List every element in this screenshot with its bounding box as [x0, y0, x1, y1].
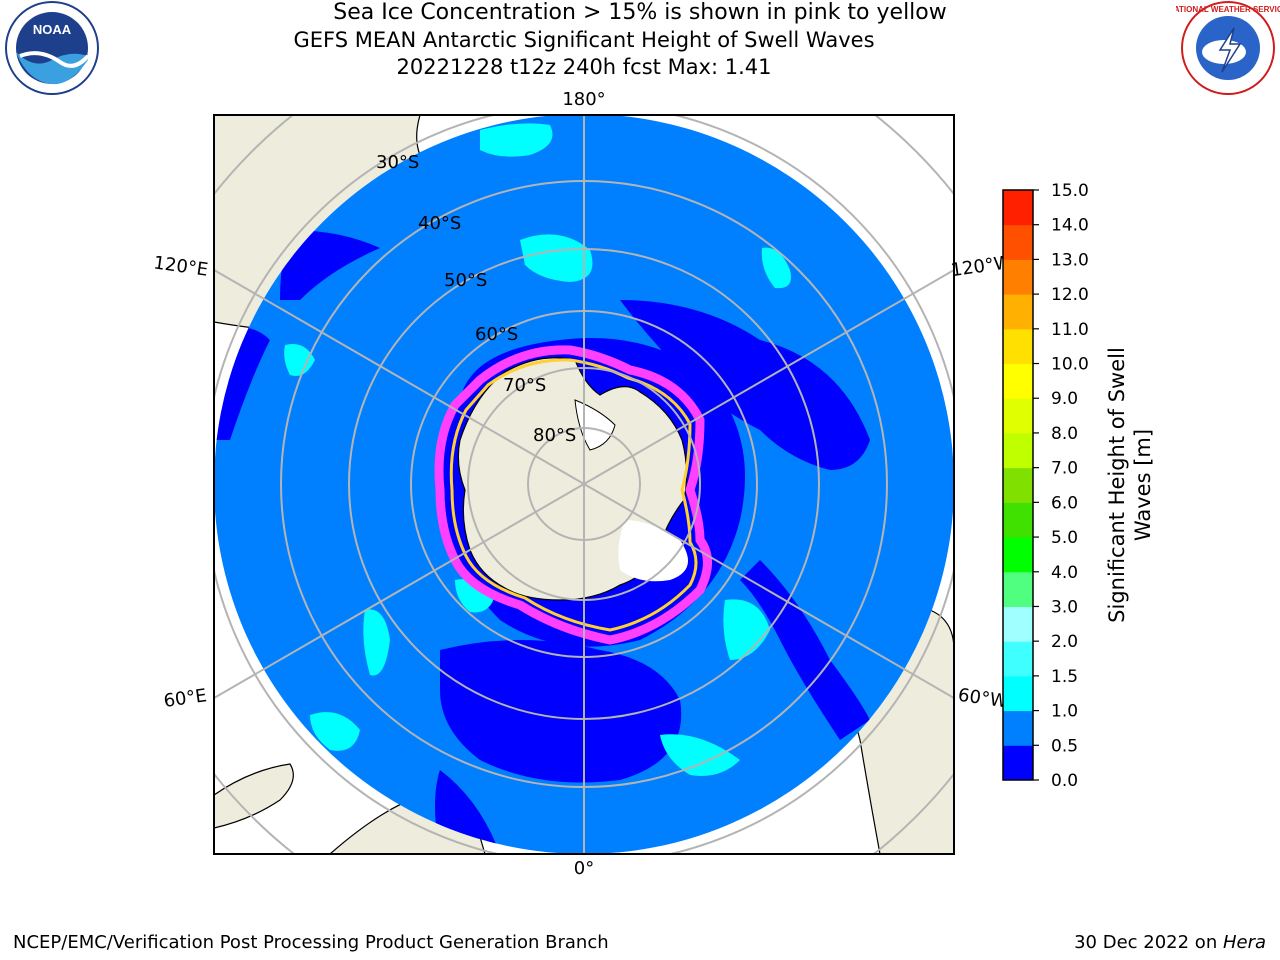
colorbar-segment	[1003, 363, 1033, 399]
label-0: 0°	[574, 858, 594, 879]
colorbar-segment	[1003, 502, 1033, 538]
swell-low-region-australia	[280, 230, 380, 300]
nws-logo-text: NATIONAL WEATHER SERVICE	[1176, 5, 1280, 14]
sea-ice-margin-outer	[434, 345, 712, 645]
swell-high-patch-8	[660, 734, 740, 776]
label-60s: 60°S	[475, 324, 518, 345]
colorbar-segment	[1003, 398, 1033, 434]
colorbar: 0.0 0.5 1.0 1.5 2.0 3.0 4.0 5.0 6.0 7.0 8.0 9.0 10.0…	[1002, 181, 1089, 791]
label-70s: 70°S	[503, 375, 546, 396]
label-60w: 60°W	[957, 685, 1009, 713]
swell-high-patch-7	[310, 712, 360, 751]
label-120e: 120°E	[152, 252, 209, 280]
swell-high-patch-4	[284, 344, 315, 376]
graticule	[214, 115, 954, 854]
swell-high-patch-9	[363, 609, 390, 676]
colorbar-tick-label: 15.0	[1051, 181, 1089, 201]
colorbar-tick-label: 6.0	[1051, 493, 1078, 513]
colorbar-tick-label: 14.0	[1051, 216, 1089, 236]
colorbar-tick-label: 8.0	[1051, 424, 1078, 444]
colorbar-tick-label: 2.0	[1051, 632, 1078, 652]
label-50s: 50°S	[444, 270, 487, 291]
footer-host: Hera	[1222, 932, 1266, 953]
swell-high-patch-2	[520, 234, 593, 282]
label-40s: 40°S	[418, 213, 461, 234]
colorbar-segment	[1003, 710, 1033, 746]
colorbar-segment	[1003, 571, 1033, 607]
map-frame	[213, 114, 955, 855]
colorbar-tick-label: 13.0	[1051, 250, 1089, 270]
colorbar-segment	[1003, 432, 1033, 469]
map-subtitle: 20221228 t12z 240h fcst Max: 1.41	[396, 55, 772, 79]
label-60e: 60°E	[162, 685, 208, 712]
colorbar-segment	[1003, 606, 1033, 642]
colorbar-tick-label: 7.0	[1051, 459, 1078, 479]
swell-low-region-south	[440, 640, 682, 783]
label-30s: 30°S	[376, 152, 419, 173]
colorbar-label-line2: Waves [m]	[1131, 429, 1155, 541]
sea-ice-margin-inner	[449, 358, 698, 632]
colorbar-segment	[1003, 294, 1033, 330]
colorbar-tick-label: 11.0	[1051, 320, 1089, 340]
colorbar-segment	[1003, 537, 1033, 573]
swell-high-patch-3	[761, 247, 791, 289]
colorbar-tick-label: 0.5	[1051, 736, 1078, 756]
label-80s: 80°S	[533, 425, 576, 446]
colorbar-tick-label: 4.0	[1051, 563, 1078, 583]
label-180: 180°	[562, 89, 605, 110]
swell-high-patch-6	[723, 599, 770, 660]
colorbar-segment	[1003, 641, 1033, 677]
colorbar-tick-label: 12.0	[1051, 285, 1089, 305]
swell-high-patch-1	[480, 123, 553, 157]
colorbar-tick-label: 3.0	[1051, 597, 1078, 617]
colorbar-segment	[1003, 675, 1033, 712]
colorbar-tick-label: 1.0	[1051, 702, 1078, 722]
noaa-logo: NOAA	[5, 1, 99, 95]
noaa-logo-text: NOAA	[33, 22, 72, 37]
swell-low-region-southamerica	[740, 560, 870, 740]
colorbar-tick-label: 1.5	[1051, 667, 1078, 687]
colorbar-label-line1: Significant Height of Swell	[1105, 347, 1129, 623]
colorbar-segment	[1003, 328, 1033, 365]
colorbar-tick-label: 5.0	[1051, 528, 1078, 548]
colorbar-segment	[1003, 745, 1033, 781]
colorbar-segment	[1003, 190, 1033, 226]
nws-logo: NATIONAL WEATHER SERVICE	[1176, 1, 1280, 95]
colorbar-tick-label: 9.0	[1051, 389, 1078, 409]
footer-date: 30 Dec 2022 on Hera	[1074, 932, 1266, 953]
footer-date-text: 30 Dec 2022 on	[1074, 932, 1223, 953]
colorbar-tick-label: 0.0	[1051, 771, 1078, 791]
colorbar-frame	[1002, 189, 1034, 781]
colorbar-segment	[1003, 259, 1033, 295]
colorbar-tick-label: 10.0	[1051, 355, 1089, 375]
sea-ice-caption: Sea Ice Concentration > 15% is shown in …	[333, 0, 947, 25]
map-title: GEFS MEAN Antarctic Significant Height o…	[293, 28, 875, 52]
madagascar-land	[214, 763, 294, 829]
weddell-ice-shelf	[618, 520, 688, 582]
colorbar-segment	[1003, 467, 1033, 503]
colorbar-segment	[1003, 224, 1033, 260]
footer-branch: NCEP/EMC/Verification Post Processing Pr…	[13, 932, 609, 953]
